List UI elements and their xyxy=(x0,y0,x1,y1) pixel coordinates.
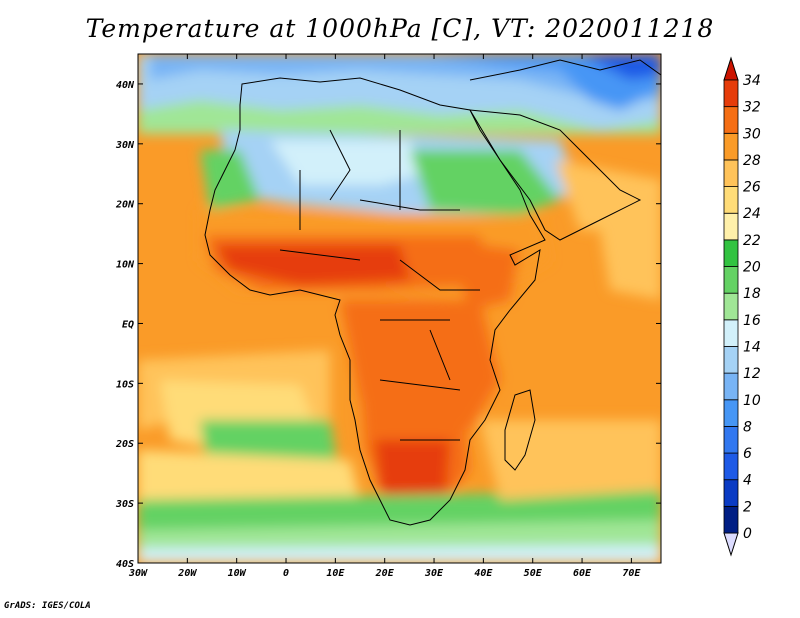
colorbar-level-label: 30 xyxy=(743,126,761,142)
colorbar-level-label: 12 xyxy=(743,366,761,382)
temperature-field xyxy=(138,54,661,563)
lon-tick-label: 50E xyxy=(524,568,543,579)
lat-tick-label: 10N xyxy=(116,260,135,271)
lon-tick-label: 30W xyxy=(128,568,148,579)
coastlines xyxy=(204,59,661,526)
lon-tick-label: 10E xyxy=(326,568,345,579)
colorbar-level-label: 28 xyxy=(743,153,761,169)
colorbar-swatch xyxy=(723,212,739,241)
colorbar-level-label: 2 xyxy=(743,499,752,515)
lat-tick-label: 40N xyxy=(116,80,135,91)
lon-tick-label: 20E xyxy=(375,568,395,579)
colorbar-swatch xyxy=(723,132,739,161)
colorbar-swatch xyxy=(723,266,739,294)
colorbar-swatch xyxy=(723,239,739,267)
colorbar-level-label: 16 xyxy=(743,313,761,329)
colorbar-swatch xyxy=(723,505,739,534)
colorbar-below-triangle xyxy=(723,532,739,557)
colorbar-swatch xyxy=(723,372,739,401)
lat-tick-label: 10S xyxy=(116,379,134,390)
colorbar-swatch xyxy=(723,346,739,374)
colorbar-swatch xyxy=(723,186,739,214)
colorbar-swatch xyxy=(723,319,739,347)
lat-tick-label: 20S xyxy=(115,439,134,450)
colorbar-swatch xyxy=(723,399,739,427)
colorbar-swatch xyxy=(723,479,739,507)
lat-tick-label: 30S xyxy=(115,499,134,510)
colorbar-level-label: 4 xyxy=(743,473,752,489)
colorbar-level-label: 20 xyxy=(743,260,761,276)
colorbar-swatch xyxy=(723,159,739,187)
colorbar-level-label: 10 xyxy=(743,393,761,409)
colorbar-level-label: 26 xyxy=(743,180,761,196)
map-title: Temperature at 1000hPa [C], VT: 20200112… xyxy=(85,14,715,43)
colorbar-level-label: 32 xyxy=(743,100,761,116)
lat-tick-label: 30N xyxy=(115,140,135,151)
lat-tick-label: 40S xyxy=(116,559,134,570)
colorbar-level-label: 22 xyxy=(743,233,761,249)
colorbar-level-label: 14 xyxy=(743,339,761,355)
lon-tick-label: 20W xyxy=(177,568,197,579)
lon-tick-label: 10W xyxy=(228,568,247,579)
colorbar-swatch xyxy=(723,292,739,321)
colorbar-level-label: 6 xyxy=(743,446,752,462)
colorbar-swatch xyxy=(723,106,739,134)
lat-tick-label: 20N xyxy=(115,200,135,211)
colorbar-level-label: 24 xyxy=(743,206,761,222)
grads-credit: GrADS: IGES/COLA xyxy=(4,601,91,611)
lon-tick-label: 40E xyxy=(474,568,493,579)
colorbar-swatch xyxy=(723,426,739,454)
colorbar-swatch xyxy=(723,452,739,481)
colorbar-level-label: 34 xyxy=(743,73,761,89)
colorbar-above-triangle xyxy=(723,56,739,81)
colorbar-level-label: 0 xyxy=(743,526,752,542)
lon-tick-label: 60E xyxy=(573,568,592,579)
lon-tick-label: 70E xyxy=(622,568,641,579)
lon-tick-label: 0 xyxy=(283,568,289,579)
colorbar-level-label: 18 xyxy=(743,286,761,302)
lon-tick-label: 30E xyxy=(424,568,444,579)
lat-tick-label: EQ xyxy=(122,319,134,330)
colorbar-swatch xyxy=(723,79,739,108)
colorbar-level-label: 8 xyxy=(743,419,752,435)
